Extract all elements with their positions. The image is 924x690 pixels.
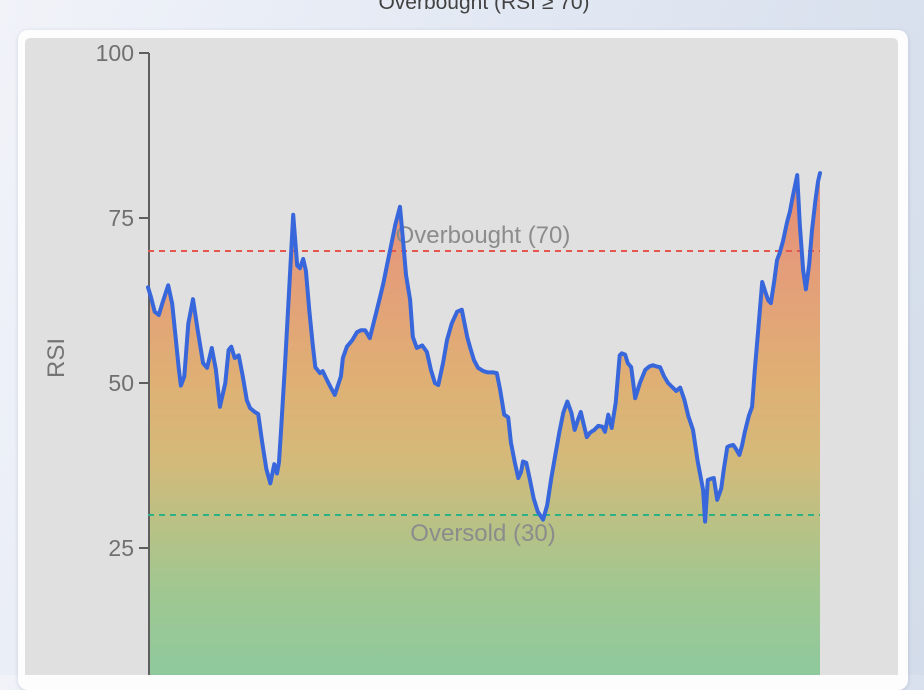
overbought-label: Overbought (70) — [396, 222, 571, 249]
rsi-chart-canvas[interactable]: 100 75 50 25 RSI Overbought (70) Oversold (30) — [25, 38, 898, 675]
plot-area: 100 75 50 25 RSI Overbought (70) Oversold (30) — [25, 38, 898, 675]
rsi-area-fill — [148, 173, 820, 675]
y-tick-label-25: 25 — [108, 535, 134, 561]
page-title: Overbought (RSI ≥ 70) — [378, 0, 590, 14]
rsi-line — [146, 171, 822, 524]
y-axis-title: RSI — [43, 338, 70, 378]
y-tick-label-75: 75 — [108, 205, 134, 231]
chart-card: 100 75 50 25 RSI Overbought (70) Oversold (30) — [18, 30, 908, 690]
y-tick-label-100: 100 — [96, 40, 134, 66]
y-tick-label-50: 50 — [108, 370, 134, 396]
oversold-label: Oversold (30) — [410, 520, 555, 547]
